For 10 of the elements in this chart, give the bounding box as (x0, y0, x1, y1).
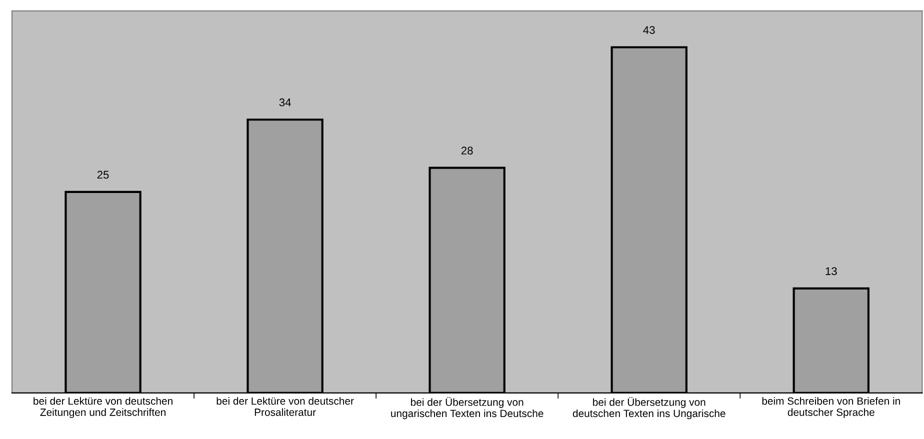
data-label: 28 (461, 146, 473, 155)
data-label: 25 (97, 170, 109, 179)
x-tick-label: bei der Lektüre von deutschen Zeitungen und Zeitschriften (34, 397, 172, 418)
x-tick-label: beim Schreiben von Briefen in deutscher Sprache (762, 397, 900, 418)
x-tick-label: bei der Übersetzung von deutschen Texten ins Ungarische (572, 397, 726, 420)
data-label: 43 (643, 26, 655, 34)
data-label: 34 (279, 98, 291, 106)
data-label: 13 (826, 267, 837, 276)
x-tick-label: bei der Lektüre von deutscher Prosaliteratur (216, 397, 354, 416)
x-tick-label: bei der Übersetzung von ungarischen Texten ins Deutsche (391, 397, 544, 420)
